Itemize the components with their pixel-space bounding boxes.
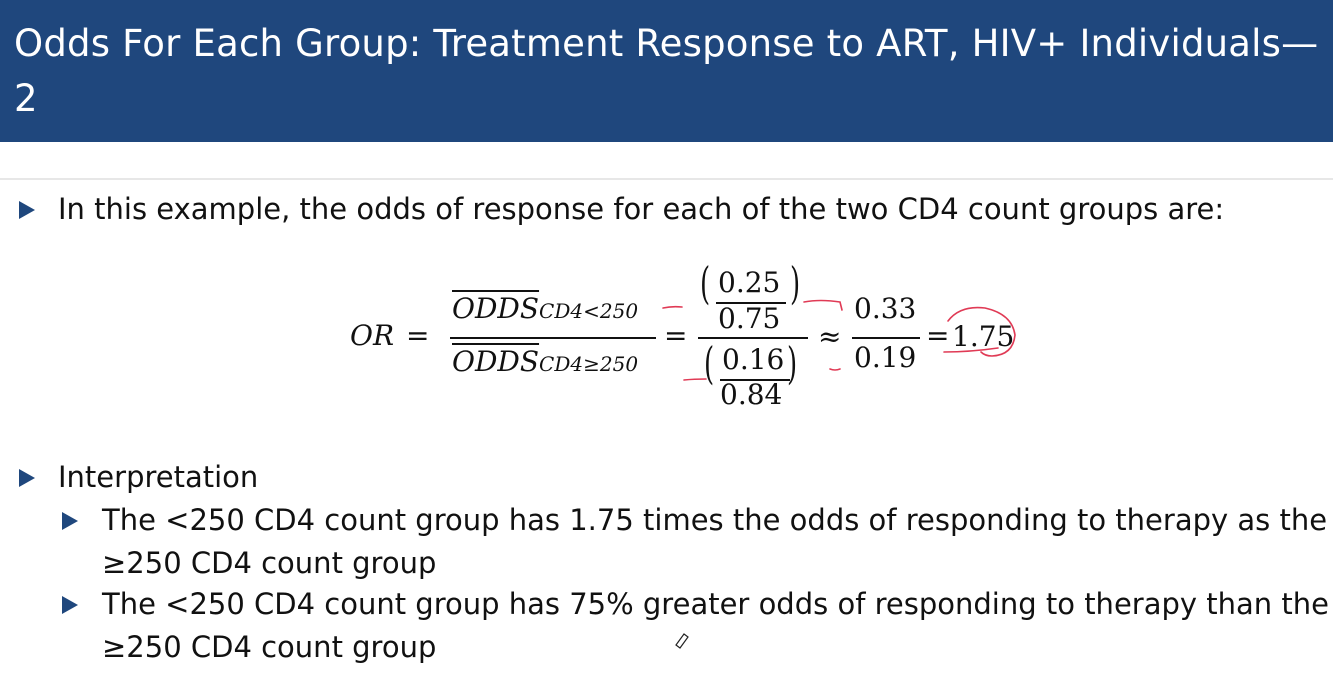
slide-title: Odds For Each Group: Treatment Response … [14, 22, 1319, 120]
title-bar: Odds For Each Group: Treatment Response … [0, 0, 1333, 142]
ratio-bottom: 0.19 [854, 341, 917, 374]
ink-dash-left [662, 305, 683, 309]
ratio-bar [852, 337, 920, 339]
odds-hat-num: ODDS [452, 292, 540, 325]
formula-equals-1: = [406, 319, 430, 352]
ink-stroke-right [803, 299, 843, 311]
odds-sub-den: CD4≥250 [539, 352, 639, 376]
paren-close-num: ) [790, 259, 801, 311]
formula-result: 1.75 [952, 320, 1015, 353]
den-top: 0.16 [722, 343, 785, 376]
odds-numerator: ODDSCD4<250 [452, 292, 638, 325]
bullet-arrow-icon [19, 469, 35, 487]
paren-close-den: ) [787, 339, 798, 391]
odds-fraction-bar [450, 337, 656, 339]
formula-equals-2: = [664, 319, 688, 352]
sub-bullet-2-line-1: The <250 CD4 count group has 75% greater… [102, 587, 1329, 621]
num-inner-bar [716, 302, 786, 304]
ratio-top: 0.33 [854, 292, 917, 325]
ink-tick [829, 368, 841, 371]
odds-denominator: ODDSCD4≥250 [452, 345, 638, 378]
num-bottom: 0.75 [718, 302, 781, 335]
sub-bullet-1-line-2: ≥250 CD4 count group [102, 546, 437, 580]
sub-bullet-1-line-1: The <250 CD4 count group has 1.75 times … [102, 503, 1328, 537]
ink-dash-den [683, 378, 707, 381]
paren-open-num: ( [700, 259, 711, 311]
sub-bullet-arrow-icon [62, 512, 78, 530]
paren-open-den: ( [704, 339, 715, 391]
num-top: 0.25 [718, 266, 781, 299]
formula-approx: ≈ [818, 320, 842, 353]
sub-bullet-arrow-icon [62, 596, 78, 614]
bullet-arrow-icon [19, 201, 35, 219]
formula-lhs: OR [350, 319, 395, 352]
bullet-intro: In this example, the odds of response fo… [58, 192, 1225, 226]
main-fraction-bar [698, 337, 808, 339]
den-bottom: 0.84 [720, 378, 783, 411]
bullet-interpretation: Interpretation [58, 460, 259, 494]
pen-cursor-icon [675, 633, 689, 649]
odds-hat-den: ODDS [452, 345, 540, 378]
odds-sub-num: CD4<250 [539, 299, 639, 323]
sub-bullet-2-line-2: ≥250 CD4 count group [102, 630, 437, 664]
divider [0, 178, 1333, 180]
formula-equals-3: = [926, 319, 950, 352]
den-inner-bar [720, 379, 790, 381]
